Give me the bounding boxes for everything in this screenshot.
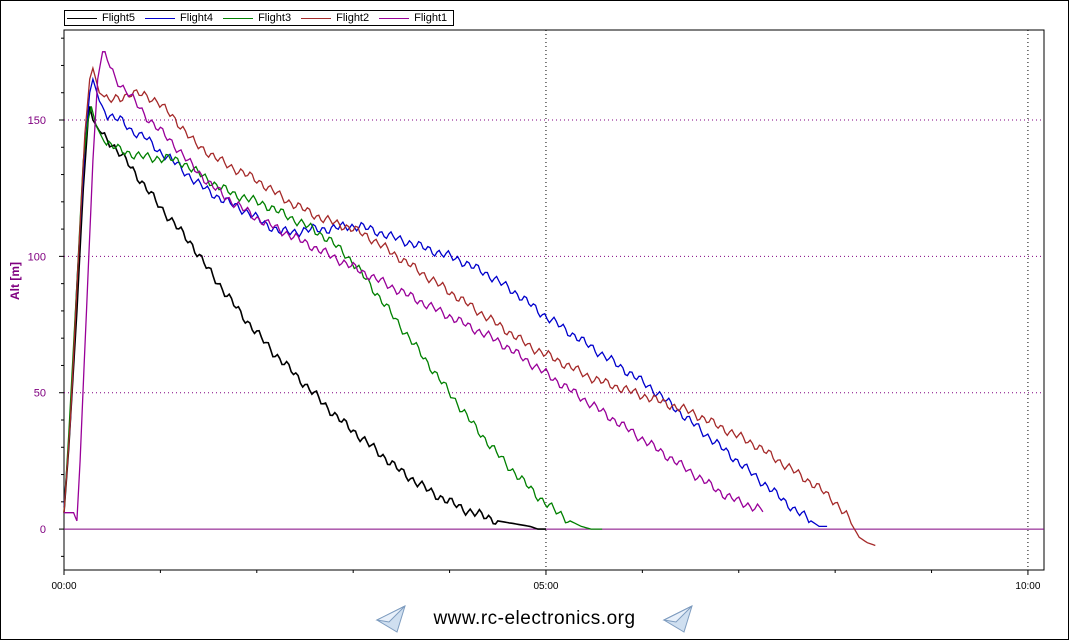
chart-svg: 0 50 100 150 00:00 05:00 10:00 [28, 29, 1045, 592]
y-tick-label: 100 [28, 251, 46, 263]
legend-label: Flight2 [336, 12, 370, 24]
legend-item: Flight2 [301, 12, 369, 24]
series-line-flight1 [64, 51, 764, 522]
paper-plane-icon [375, 605, 407, 633]
y-tick-label: 0 [40, 524, 46, 536]
legend-label: Flight5 [102, 12, 136, 24]
y-axis-label: Alt [m] [8, 262, 22, 300]
x-tick-label: 05:00 [533, 581, 558, 592]
series-line-flight3 [63, 106, 603, 530]
legend-label: Flight3 [258, 12, 292, 24]
axis-ticks: 0 50 100 150 00:00 05:00 10:00 [28, 37, 1041, 592]
legend-swatch [301, 17, 332, 19]
legend-label: Flight4 [180, 12, 214, 24]
y-tick-label: 150 [28, 115, 46, 127]
y-tick-label: 50 [34, 388, 46, 400]
legend-swatch [379, 17, 410, 19]
legend-item: Flight5 [67, 12, 135, 24]
plot-area [63, 29, 1045, 571]
legend: Flight5 Flight4 Flight3 Flight2 Flight1 [64, 10, 455, 26]
series-line-flight4 [63, 76, 828, 528]
footer-url[interactable]: www.rc-electronics.org [433, 608, 636, 629]
legend-item: Flight1 [379, 12, 447, 24]
legend-swatch [67, 17, 97, 19]
legend-label: Flight1 [414, 12, 448, 24]
legend-item: Flight3 [223, 12, 291, 24]
grid-lines [64, 30, 1044, 570]
legend-item: Flight4 [145, 12, 213, 24]
legend-swatch [223, 17, 254, 19]
x-tick-label: 10:00 [1015, 581, 1040, 592]
series-line-flight5 [63, 106, 546, 530]
footer: www.rc-electronics.org [0, 603, 1069, 635]
x-tick-label: 00:00 [51, 581, 76, 592]
paper-plane-icon [661, 605, 693, 633]
series-line-flight2 [63, 65, 876, 547]
series-layer [63, 51, 876, 547]
legend-swatch [145, 17, 176, 19]
